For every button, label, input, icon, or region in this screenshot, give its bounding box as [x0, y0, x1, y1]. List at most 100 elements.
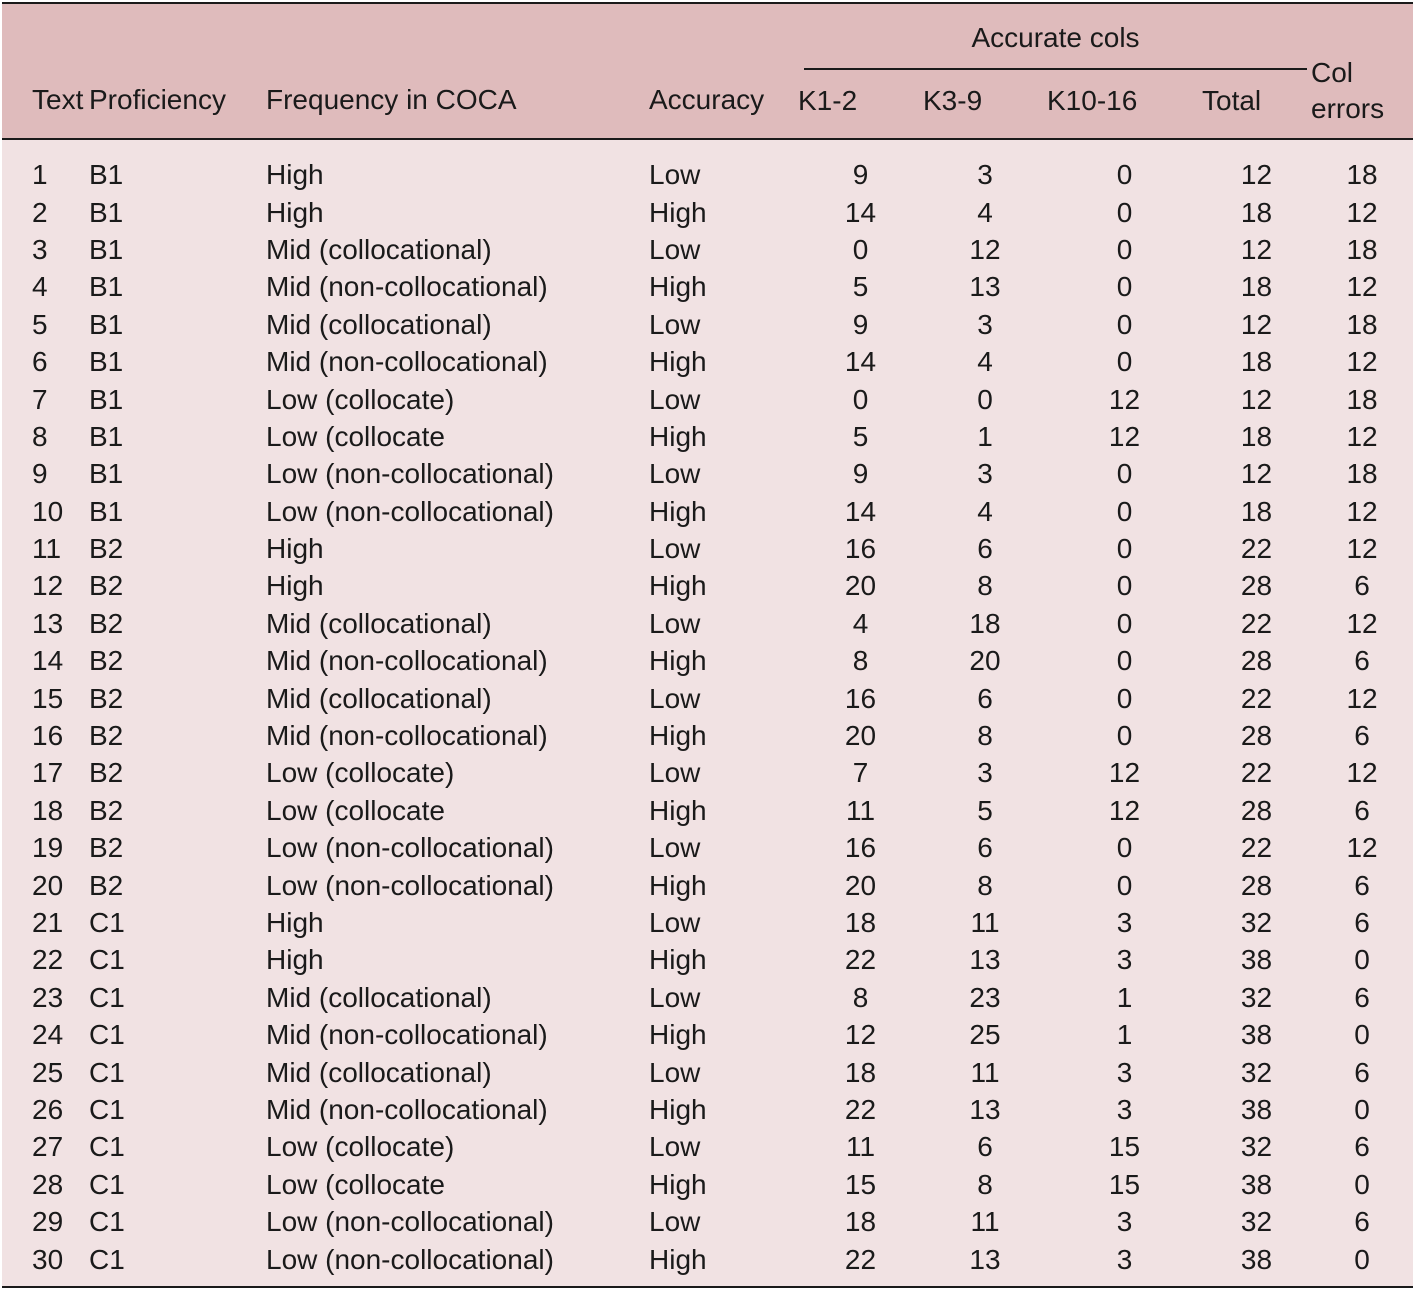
cell-col-errors: 0 [1354, 1093, 1370, 1125]
cell-k10-16: 0 [1116, 346, 1133, 378]
cell-text: 23 [32, 981, 64, 1013]
header-proficiency: Proficiency [89, 3, 266, 139]
cell-k10-16: 0 [1116, 308, 1133, 340]
cell-accuracy: High [649, 1093, 707, 1125]
cell-total: 32 [1240, 1206, 1273, 1238]
cell-k10-16: 3 [1116, 1093, 1133, 1125]
table-row: 22 C1 High High 22 13 3 38 0 [2, 941, 1413, 978]
cell-accuracy: High [649, 196, 707, 228]
header-k3-9: K3-9 [923, 70, 1047, 139]
cell-frequency: High [266, 533, 324, 565]
table-row: 1 B1 High Low 9 3 0 12 18 [2, 140, 1413, 193]
cell-accuracy: Low [649, 458, 701, 490]
cell-col-errors: 12 [1346, 533, 1378, 565]
cell-total: 28 [1240, 570, 1273, 602]
cell-frequency: Low (non-collocational) [266, 1206, 554, 1238]
table-row: 26 C1 Mid (non-collocational) High 22 13 3 38 0 [2, 1091, 1413, 1128]
cell-proficiency: C1 [89, 1056, 125, 1088]
cell-proficiency: B2 [89, 607, 124, 639]
table-row: 6 B1 Mid (non-collocational) High 14 4 0 18 12 [2, 343, 1413, 380]
cell-text: 21 [32, 907, 64, 938]
cell-frequency: Low (non-collocational) [266, 495, 554, 527]
cell-proficiency: B1 [89, 383, 124, 415]
table-row: 24 C1 Mid (non-collocational) High 12 25 1 38 0 [2, 1016, 1413, 1053]
table-row: 17 B2 Low (collocate) Low 7 3 12 22 12 [2, 754, 1413, 791]
cell-proficiency: C1 [89, 944, 125, 976]
cell-k1-2: 20 [844, 570, 877, 602]
cell-total: 12 [1240, 233, 1273, 265]
header-k10-16: K10-16 [1047, 70, 1202, 139]
cell-k1-2: 9 [852, 458, 869, 490]
cell-text: 18 [32, 794, 64, 826]
cell-k3-9: 4 [977, 196, 993, 228]
table-row: 28 C1 Low (collocate High 15 8 15 38 0 [2, 1166, 1413, 1203]
table-row: 12 B2 High High 20 8 0 28 6 [2, 567, 1413, 604]
cell-accuracy: High [649, 869, 707, 901]
cell-frequency: Low (collocate [266, 420, 445, 452]
cell-k1-2: 0 [852, 233, 869, 265]
table-row: 21 C1 High Low 18 11 3 32 6 [2, 904, 1413, 941]
cell-k3-9: 13 [969, 271, 1001, 303]
cell-k1-2: 11 [845, 1131, 876, 1163]
cell-k1-2: 18 [844, 1206, 877, 1238]
cell-text: 2 [32, 196, 48, 228]
cell-total: 32 [1240, 981, 1273, 1013]
cell-k3-9: 8 [977, 570, 993, 602]
cell-accuracy: Low [649, 1206, 701, 1238]
cell-text: 8 [32, 420, 48, 452]
table-row: 29 C1 Low (non-collocational) Low 18 11 3 32 6 [2, 1203, 1413, 1240]
cell-frequency: Mid (collocational) [266, 607, 492, 639]
cell-frequency: Low (non-collocational) [266, 458, 554, 490]
cell-total: 18 [1240, 420, 1273, 452]
cell-accuracy: High [649, 944, 707, 976]
header-accuracy: Accuracy [649, 3, 798, 139]
cell-k10-16: 0 [1116, 607, 1133, 639]
cell-k1-2: 5 [852, 271, 869, 303]
cell-k3-9: 3 [977, 308, 993, 340]
cell-k3-9: 6 [977, 682, 993, 714]
cell-k1-2: 9 [852, 159, 869, 191]
cell-k10-16: 0 [1116, 458, 1133, 490]
cell-total: 18 [1240, 196, 1273, 228]
cell-k3-9: 23 [969, 981, 1001, 1013]
cell-frequency: Mid (non-collocational) [266, 720, 548, 752]
cell-k1-2: 0 [852, 383, 869, 415]
cell-text: 24 [32, 1019, 64, 1051]
cell-col-errors: 12 [1346, 832, 1378, 864]
cell-frequency: Low (collocate) [266, 1131, 455, 1163]
cell-k1-2: 20 [844, 720, 877, 752]
table-row: 15 B2 Mid (collocational) Low 16 6 0 22 12 [2, 679, 1413, 716]
header-col-errors-line1: Col [1311, 57, 1354, 88]
cell-k3-9: 8 [977, 869, 993, 901]
cell-k3-9: 5 [977, 794, 993, 826]
cell-total: 28 [1240, 645, 1273, 677]
cell-text: 5 [32, 308, 48, 340]
cell-total: 12 [1240, 458, 1273, 490]
cell-total: 18 [1240, 495, 1273, 527]
cell-text: 27 [32, 1131, 64, 1163]
cell-k1-2: 16 [844, 832, 877, 864]
cell-proficiency: B1 [89, 271, 124, 303]
cell-col-errors: 6 [1354, 720, 1370, 752]
header-accurate-cols: Accurate cols [804, 22, 1308, 70]
cell-text: 11 [32, 533, 62, 565]
cell-k1-2: 8 [852, 981, 869, 1013]
cell-col-errors: 6 [1354, 1056, 1370, 1088]
cell-accuracy: High [649, 645, 707, 677]
cell-accuracy: Low [649, 383, 701, 415]
cell-text: 16 [32, 720, 64, 752]
cell-proficiency: B1 [89, 233, 124, 265]
cell-k1-2: 9 [852, 308, 869, 340]
cell-total: 32 [1240, 907, 1273, 938]
cell-k1-2: 22 [844, 944, 877, 976]
cell-total: 32 [1240, 1056, 1273, 1088]
cell-k10-16: 1 [1116, 1019, 1133, 1051]
table-row: 4 B1 Mid (non-collocational) High 5 13 0 18 12 [2, 268, 1413, 305]
cell-accuracy: High [649, 1168, 707, 1200]
cell-k3-9: 25 [969, 1019, 1001, 1051]
cell-k3-9: 13 [969, 944, 1001, 976]
cell-k1-2: 22 [844, 1243, 877, 1275]
cell-proficiency: B2 [89, 682, 124, 714]
table-row: 20 B2 Low (non-collocational) High 20 8 0 28 6 [2, 866, 1413, 903]
